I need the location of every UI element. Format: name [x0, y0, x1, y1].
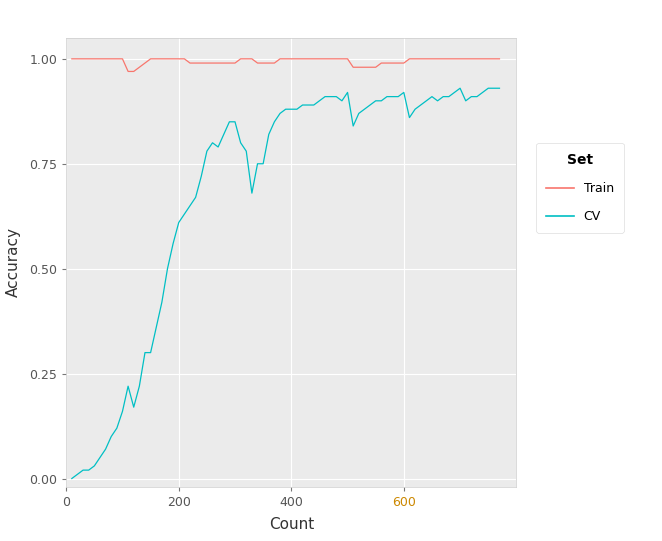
Line: CV: CV	[71, 88, 500, 478]
Y-axis label: Accuracy: Accuracy	[6, 227, 21, 298]
Train	[214, 60, 222, 67]
CV	[152, 324, 160, 331]
Legend: Train, CV: Train, CV	[536, 143, 624, 233]
Train	[248, 56, 256, 62]
CV	[495, 85, 504, 91]
Line: Train: Train	[71, 59, 500, 71]
CV	[456, 85, 464, 91]
CV	[68, 475, 75, 481]
Train	[495, 56, 504, 62]
CV	[209, 140, 216, 146]
CV	[242, 148, 250, 154]
Train	[124, 68, 132, 75]
CV	[305, 102, 312, 108]
Train	[260, 60, 267, 67]
CV	[254, 161, 261, 167]
Train	[310, 56, 318, 62]
Train	[220, 60, 228, 67]
Train	[158, 56, 166, 62]
X-axis label: Count: Count	[269, 517, 314, 532]
CV	[214, 144, 222, 150]
Train	[68, 56, 75, 62]
